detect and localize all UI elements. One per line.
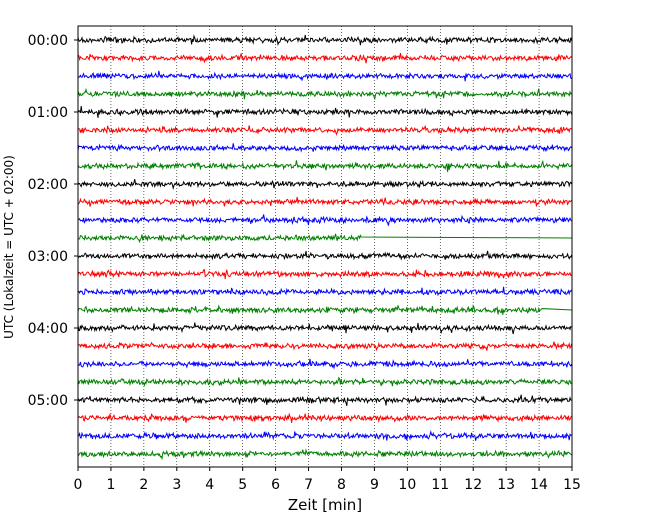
y-tick-label: 03:00 xyxy=(28,249,68,265)
x-tick-label: 15 xyxy=(563,477,581,493)
trace-0045 xyxy=(77,87,572,101)
x-tick-label: 12 xyxy=(464,477,482,493)
y-tick-label: 00:00 xyxy=(28,33,68,49)
trace-0100 xyxy=(77,106,573,118)
trace-0015 xyxy=(77,52,572,64)
x-tick-label: 3 xyxy=(172,477,181,493)
x-tick-label: 4 xyxy=(205,477,214,493)
trace-0445 xyxy=(77,376,572,387)
x-tick-label: 6 xyxy=(271,477,280,493)
trace-0130 xyxy=(77,143,572,153)
x-tick-label: 11 xyxy=(431,477,449,493)
seismogram-traces xyxy=(77,34,573,461)
trace-0400 xyxy=(77,322,572,335)
x-tick-label: 0 xyxy=(74,477,83,493)
y-tick-label: 05:00 xyxy=(28,393,68,409)
trace-0345 xyxy=(77,304,573,315)
trace-0330 xyxy=(77,286,573,297)
x-axis-label: Zeit [min] xyxy=(288,496,362,514)
x-tick-label: 2 xyxy=(139,477,148,493)
trace-0430 xyxy=(77,358,573,370)
x-tick-label: 13 xyxy=(497,477,515,493)
plot-frame xyxy=(77,25,573,468)
y-tick-label: 01:00 xyxy=(28,105,68,121)
trace-0215 xyxy=(77,196,572,207)
trace-0415 xyxy=(77,341,573,352)
trace-0145 xyxy=(77,159,573,173)
trace-0115 xyxy=(77,124,572,136)
trace-0315 xyxy=(77,269,572,279)
trace-0515 xyxy=(77,412,572,423)
y-axis-label: UTC (Lokalzeit = UTC + 02:00) xyxy=(2,155,16,339)
trace-0245 xyxy=(77,233,573,244)
x-tick-label: 9 xyxy=(370,477,379,493)
x-tick-label: 10 xyxy=(398,477,416,493)
x-axis-ticks: 0 1 2 3 4 5 6 7 8 9 10 11 12 13 14 15 xyxy=(74,467,581,493)
trace-0000 xyxy=(77,34,573,47)
y-axis-ticks: 00:00 01:00 02:00 03:00 04:00 05:00 xyxy=(28,33,78,409)
x-tick-label: 5 xyxy=(238,477,247,493)
y-tick-label: 04:00 xyxy=(28,321,68,337)
trace-0545 xyxy=(77,448,572,461)
trace-0530 xyxy=(77,429,572,441)
x-tick-label: 7 xyxy=(304,477,313,493)
x-tick-label: 1 xyxy=(106,477,115,493)
x-tick-label: 8 xyxy=(337,477,346,493)
trace-0500 xyxy=(77,394,572,406)
x-tick-label: 14 xyxy=(530,477,548,493)
trace-0030 xyxy=(77,70,572,82)
y-tick-label: 02:00 xyxy=(28,177,68,193)
trace-0230 xyxy=(77,214,572,226)
trace-0200 xyxy=(77,179,573,191)
trace-0300 xyxy=(77,250,573,261)
